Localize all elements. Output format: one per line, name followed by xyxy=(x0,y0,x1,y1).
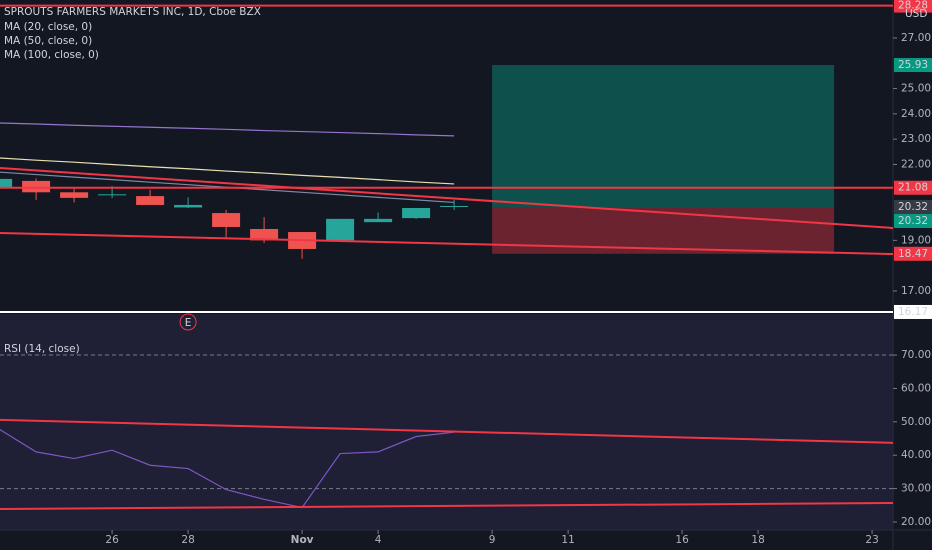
trend-line xyxy=(0,501,894,510)
y-tick-label: 30.00 xyxy=(901,483,931,495)
trend-line xyxy=(0,418,894,444)
y-tick-label: 24.00 xyxy=(901,108,931,120)
price-badge-label: 21.08 xyxy=(898,182,928,194)
trend-line xyxy=(0,232,894,256)
price-badge xyxy=(894,213,932,228)
x-tick-label: 18 xyxy=(751,534,764,546)
chart-title: SPROUTS FARMERS MARKETS INC, 1D, Cboe BZ… xyxy=(4,6,261,18)
candle-body xyxy=(0,178,13,187)
x-tick-label: 11 xyxy=(561,534,574,546)
x-tick-label: 4 xyxy=(375,534,382,546)
candle-body xyxy=(174,204,203,208)
rsi-line xyxy=(0,428,455,509)
candle-body xyxy=(440,205,469,207)
price-badge xyxy=(894,304,932,319)
candle-body xyxy=(212,213,241,227)
y-tick-label: 27.00 xyxy=(901,32,931,44)
y-tick-label: 22.00 xyxy=(901,158,931,170)
legend-entry: MA (20, close, 0) xyxy=(4,21,92,33)
x-tick-label: 16 xyxy=(675,534,689,546)
price-badge xyxy=(894,58,932,73)
x-tick-label: 9 xyxy=(489,534,496,546)
price-badge-label: 18.47 xyxy=(898,248,928,260)
x-tick-label: 28 xyxy=(181,534,194,546)
y-tick-label: 25.00 xyxy=(901,83,931,95)
price-badge xyxy=(894,180,932,195)
price-badge-label: 16.17 xyxy=(898,306,928,318)
candle-body xyxy=(136,196,165,205)
legend-entry: MA (50, close, 0) xyxy=(4,35,92,47)
price-badge-label: 25.93 xyxy=(898,59,928,71)
candle-body xyxy=(250,228,279,241)
position-target xyxy=(492,65,835,207)
x-tick-label: Nov xyxy=(291,534,314,546)
y-tick-label: 17.00 xyxy=(901,285,931,297)
x-tick-label: 26 xyxy=(105,534,119,546)
price-badge-label: 20.32 xyxy=(898,201,928,213)
price-badge-label: 28.28 xyxy=(898,0,928,12)
earnings-marker xyxy=(179,313,197,331)
candle-body xyxy=(98,194,127,196)
y-tick-label: 70.00 xyxy=(901,349,931,361)
price-badge-label: 20.32 xyxy=(898,215,928,227)
moving-average xyxy=(0,122,455,137)
candle-body xyxy=(364,218,393,223)
legend-entry: MA (100, close, 0) xyxy=(4,49,99,61)
y-tick-label: 23.00 xyxy=(901,133,931,145)
x-tick-label: 23 xyxy=(865,534,878,546)
y-tick-label: 20.00 xyxy=(901,516,931,528)
y-tick-label: 40.00 xyxy=(901,449,931,461)
price-badge xyxy=(894,0,932,13)
candle-body xyxy=(402,207,431,219)
price-badge xyxy=(894,199,932,214)
currency-label: USD xyxy=(905,8,927,20)
moving-average xyxy=(0,157,455,185)
y-tick-label: 19.00 xyxy=(901,234,931,246)
candle-body xyxy=(326,218,355,241)
price-badge xyxy=(894,246,932,261)
candle-body xyxy=(22,180,51,193)
trend-line xyxy=(0,167,894,229)
y-tick-label: 60.00 xyxy=(901,382,931,394)
earnings-label: E xyxy=(185,317,192,329)
y-tick-label: 50.00 xyxy=(901,416,931,428)
rsi-title: RSI (14, close) xyxy=(4,343,80,355)
candle-body xyxy=(60,192,89,198)
